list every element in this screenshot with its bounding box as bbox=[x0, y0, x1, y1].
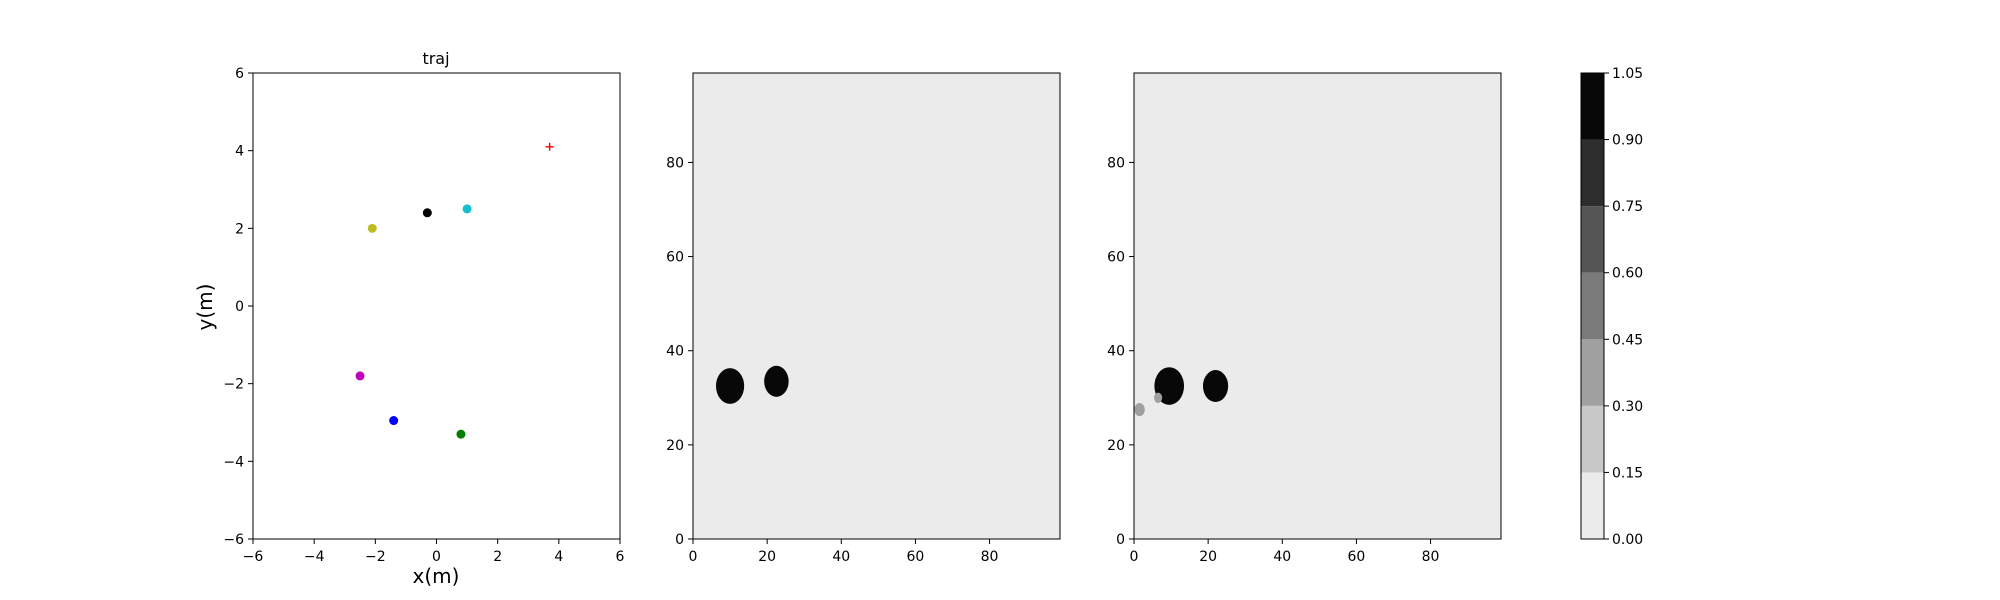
traj-title: traj bbox=[422, 49, 449, 68]
colorbar-segment bbox=[1581, 405, 1604, 473]
traj-y-tick-label: 2 bbox=[235, 221, 244, 237]
map1-x-tick-label: 20 bbox=[758, 549, 776, 565]
map2-x-tick-label: 60 bbox=[1348, 549, 1366, 565]
heatmap-plot-2: 0 20 40 60 80 0 20 40 60 80 bbox=[1107, 72, 1502, 565]
agent-point bbox=[355, 371, 365, 381]
map1-blob bbox=[715, 368, 745, 404]
map2-blob bbox=[1154, 367, 1185, 405]
traj-x-tick-label: 4 bbox=[554, 549, 563, 565]
map2-y-tick-label: 40 bbox=[1107, 344, 1125, 360]
traj-y-tick-label: 4 bbox=[235, 144, 244, 160]
map1-x-tick-label: 0 bbox=[689, 549, 698, 565]
map2-x-tick-label: 40 bbox=[1273, 549, 1291, 565]
traj-x-tick-label: −4 bbox=[304, 549, 325, 565]
map1-x-tick-label: 80 bbox=[981, 549, 999, 565]
colorbar: 0.00 0.15 0.30 0.45 0.60 0.75 0.90 1.05 bbox=[1580, 66, 1643, 548]
map1-background bbox=[693, 73, 1060, 539]
colorbar-segment bbox=[1581, 206, 1604, 273]
map2-y-tick-label: 20 bbox=[1107, 438, 1125, 454]
map2-y-tick-label: 80 bbox=[1107, 155, 1125, 171]
colorbar-segment bbox=[1581, 472, 1604, 539]
traj-x-tick-label: 6 bbox=[616, 549, 625, 565]
map2-blob bbox=[1202, 370, 1229, 403]
agent-point bbox=[367, 223, 377, 233]
traj-y-tick-label: 0 bbox=[235, 299, 244, 315]
heatmap-plot-1: 0 20 40 60 80 0 20 40 60 80 bbox=[666, 72, 1061, 565]
map1-frame bbox=[692, 72, 1061, 540]
agent-point bbox=[389, 416, 399, 426]
map1-x-tick-label: 60 bbox=[907, 549, 925, 565]
colorbar-segment bbox=[1581, 139, 1604, 207]
traj-y-tick-label: −2 bbox=[223, 377, 244, 393]
map1-y-tick-label: 20 bbox=[666, 438, 684, 454]
agent-point bbox=[462, 204, 472, 214]
colorbar-segment bbox=[1581, 272, 1604, 340]
traj-x-axis-label: x(m) bbox=[413, 564, 460, 588]
map2-background bbox=[1134, 73, 1501, 539]
colorbar-tick-label: 0.15 bbox=[1612, 465, 1643, 481]
traj-x-tick-label: 0 bbox=[432, 549, 441, 565]
traj-y-axis-label: y(m) bbox=[193, 284, 217, 331]
map1-y-tick-label: 80 bbox=[666, 155, 684, 171]
map2-x-tick-label: 20 bbox=[1199, 549, 1217, 565]
agent-point bbox=[456, 429, 466, 439]
map1-y-tick-label: 60 bbox=[666, 250, 684, 266]
map2-y-tick-label: 60 bbox=[1107, 250, 1125, 266]
map2-frame bbox=[1133, 72, 1502, 540]
colorbar-tick-label: 0.60 bbox=[1612, 266, 1643, 282]
colorbar-tick-label: 1.05 bbox=[1612, 66, 1643, 82]
map1-x-tick-label: 40 bbox=[832, 549, 850, 565]
colorbar-tick-label: 0.00 bbox=[1612, 532, 1643, 548]
map2-blob bbox=[1154, 392, 1163, 403]
map1-y-tick-label: 0 bbox=[675, 532, 684, 548]
map2-blob bbox=[1134, 402, 1145, 417]
colorbar-tick-label: 0.75 bbox=[1612, 199, 1643, 215]
colorbar-tick-label: 0.45 bbox=[1612, 332, 1643, 348]
traj-x-tick-label: −6 bbox=[243, 549, 264, 565]
colorbar-tick-label: 0.90 bbox=[1612, 133, 1643, 149]
agent-point bbox=[422, 208, 432, 218]
map1-y-tick-label: 40 bbox=[666, 344, 684, 360]
colorbar-tick-label: 0.30 bbox=[1612, 399, 1643, 415]
map2-x-tick-label: 0 bbox=[1130, 549, 1139, 565]
colorbar-segment bbox=[1581, 339, 1604, 406]
traj-frame bbox=[252, 72, 621, 540]
goal-marker bbox=[545, 142, 554, 151]
map2-x-tick-label: 80 bbox=[1422, 549, 1440, 565]
traj-y-tick-label: −4 bbox=[223, 454, 244, 470]
traj-y-tick-label: −6 bbox=[223, 532, 244, 548]
colorbar-frame bbox=[1580, 72, 1605, 540]
trajectory-plot: traj x(m) y(m) −6 −4 −2 0 2 4 6 −6 −4 −2 0 2 4 6 bbox=[193, 49, 625, 588]
colorbar-segment bbox=[1581, 73, 1604, 140]
traj-x-tick-label: 2 bbox=[493, 549, 502, 565]
map1-blob bbox=[764, 365, 789, 397]
map2-y-tick-label: 0 bbox=[1116, 532, 1125, 548]
traj-y-tick-label: 6 bbox=[235, 66, 244, 82]
traj-x-tick-label: −2 bbox=[365, 549, 386, 565]
